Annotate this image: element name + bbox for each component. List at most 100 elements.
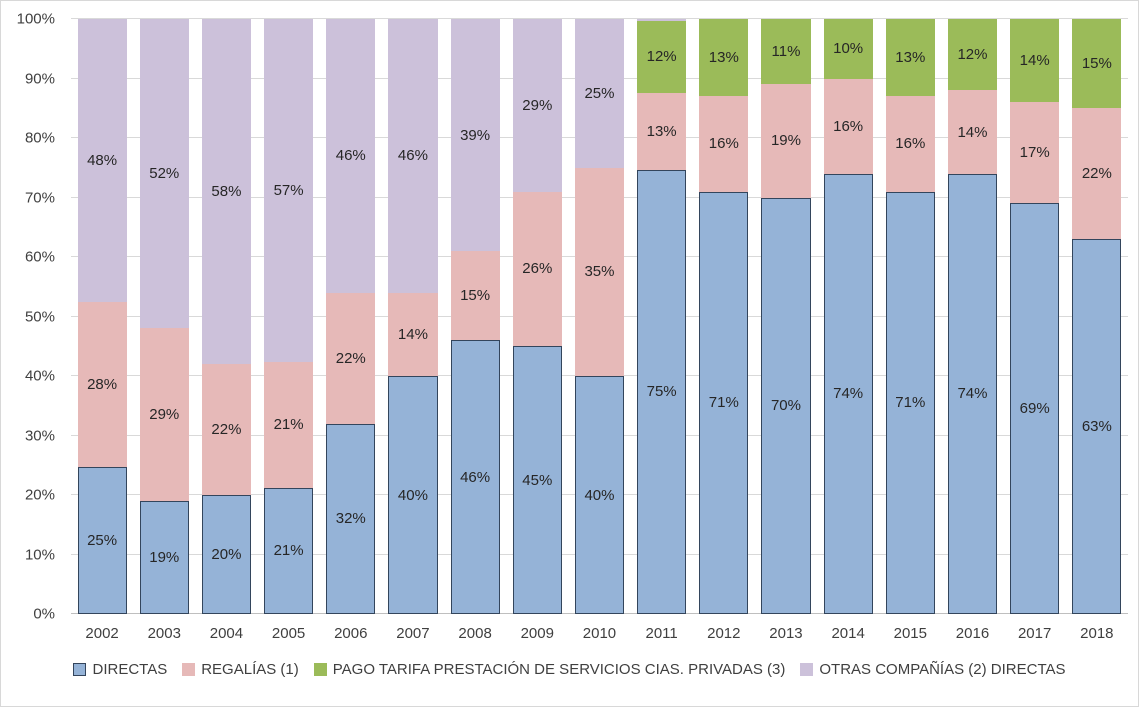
segment-regalias-1-2008: 15% bbox=[450, 251, 500, 341]
data-label: 52% bbox=[149, 165, 180, 183]
stacked-bar-2017: 69% 17% 14% bbox=[1010, 19, 1060, 614]
segment-directas-2017: 69% bbox=[1010, 203, 1060, 614]
data-label: 40% bbox=[397, 486, 428, 504]
stacked-bar-2011: 75% 13% 12% bbox=[637, 19, 687, 614]
segment-pago-tarifa-prestacion-de-servicios-cias-privadas-3-2018: 15% bbox=[1072, 19, 1122, 109]
segment-regalias-1-2016: 14% bbox=[947, 90, 998, 174]
segment-directas-2014: 74% bbox=[823, 173, 873, 614]
data-label: 71% bbox=[895, 394, 926, 412]
segment-pago-tarifa-prestacion-de-servicios-cias-privadas-3-2012: 13% bbox=[699, 19, 749, 97]
x-tick-label-2009: 2009 bbox=[520, 625, 554, 642]
data-label: 25% bbox=[87, 531, 118, 549]
segment-regalias-1-2014: 16% bbox=[823, 78, 873, 174]
data-label: 75% bbox=[646, 383, 677, 401]
x-tick-label-2015: 2015 bbox=[893, 625, 927, 642]
segment-directas-2005: 21% bbox=[264, 487, 314, 614]
bar-slot-2012: 71% 16% 13% bbox=[693, 19, 755, 614]
data-label: 58% bbox=[211, 183, 242, 201]
stacked-bar-2006: 32% 22% 46% bbox=[326, 19, 376, 614]
x-tick-label-2005: 2005 bbox=[271, 625, 306, 642]
segment-regalias-1-2010: 35% bbox=[574, 167, 625, 376]
x-tick-label-2014: 2014 bbox=[831, 625, 865, 642]
y-tick-label: 10% bbox=[24, 546, 55, 563]
legend-label: DIRECTAS bbox=[92, 661, 168, 678]
data-label: 48% bbox=[87, 151, 118, 169]
segment-directas-2018: 63% bbox=[1072, 239, 1122, 614]
bars: 25% 28% 48% 19% 29% 52% 20% 22% 58% 21% 21% 57% 32% 2… bbox=[71, 19, 1128, 614]
y-tick-label: 90% bbox=[24, 70, 55, 87]
segment-otras-companias-2-directas-2003: 52% bbox=[139, 19, 189, 329]
data-label: 32% bbox=[335, 510, 366, 528]
segment-regalias-1-2011: 13% bbox=[637, 92, 687, 170]
segment-directas-2010: 40% bbox=[574, 376, 625, 614]
bar-slot-2018: 63% 22% 15% bbox=[1066, 19, 1128, 614]
legend-label: REGALÍAS (1) bbox=[201, 661, 299, 678]
data-label: 14% bbox=[957, 123, 988, 141]
segment-pago-tarifa-prestacion-de-servicios-cias-privadas-3-2013: 11% bbox=[761, 19, 811, 85]
data-label: 46% bbox=[460, 468, 491, 486]
data-label: 46% bbox=[335, 147, 366, 165]
segment-regalias-1-2017: 17% bbox=[1010, 102, 1060, 204]
y-tick-label: 50% bbox=[24, 308, 55, 325]
segment-otras-companias-2-directas-2004: 58% bbox=[201, 19, 251, 365]
stacked-bar-2010: 40% 35% 25% bbox=[574, 19, 625, 614]
x-tick-label-2006: 2006 bbox=[334, 625, 368, 642]
data-label: 71% bbox=[708, 394, 739, 412]
legend-label: OTRAS COMPAÑÍAS (2) DIRECTAS bbox=[819, 661, 1066, 678]
stacked-bar-2012: 71% 16% 13% bbox=[699, 19, 749, 614]
segment-pago-tarifa-prestacion-de-servicios-cias-privadas-3-2015: 13% bbox=[885, 19, 935, 97]
legend-label: PAGO TARIFA PRESTACIÓN DE SERVICIOS CIAS… bbox=[332, 661, 786, 678]
y-tick-label: 40% bbox=[24, 367, 55, 385]
bar-slot-2016: 74% 14% 12% bbox=[941, 19, 1003, 614]
legend-item-directas: DIRECTAS bbox=[73, 661, 167, 678]
segment-directas-2004: 20% bbox=[201, 495, 251, 614]
segment-regalias-1-2007: 14% bbox=[388, 292, 438, 376]
bar-slot-2005: 21% 21% 57% bbox=[258, 19, 320, 614]
bar-slot-2006: 32% 22% 46% bbox=[320, 19, 382, 614]
segment-otras-companias-2-directas-2002: 48% bbox=[77, 19, 127, 302]
data-label: 13% bbox=[646, 122, 677, 140]
data-label: 40% bbox=[584, 486, 615, 504]
segment-otras-companias-2-directas-2010: 25% bbox=[574, 19, 625, 168]
data-label: 21% bbox=[273, 416, 304, 434]
y-tick-label: 70% bbox=[24, 189, 55, 206]
data-label: 29% bbox=[149, 406, 180, 424]
segment-otras-companias-2-directas-2009: 29% bbox=[512, 19, 562, 192]
data-label: 10% bbox=[833, 40, 864, 58]
stacked-bar-2015: 71% 16% 13% bbox=[885, 19, 935, 614]
bar-slot-2003: 19% 29% 52% bbox=[133, 19, 195, 614]
legend-item-pago-tarifa-prestacion-de-servicios-cias-privadas-3: PAGO TARIFA PRESTACIÓN DE SERVICIOS CIAS… bbox=[313, 661, 786, 678]
data-label: 35% bbox=[584, 263, 615, 281]
x-tick-label-2012: 2012 bbox=[707, 625, 741, 642]
segment-pago-tarifa-prestacion-de-servicios-cias-privadas-3-2016: 12% bbox=[947, 19, 998, 91]
segment-directas-2013: 70% bbox=[761, 197, 811, 614]
stacked-bar-2009: 45% 26% 29% bbox=[512, 19, 562, 614]
data-label: 12% bbox=[646, 48, 677, 66]
y-axis: 0% 10% 20% 30% 40% 50% 60% 70% 80% 90% 100% bbox=[1, 11, 63, 623]
y-tick-label: 0% bbox=[33, 605, 55, 623]
data-label: 19% bbox=[149, 548, 180, 566]
bar-slot-2010: 40% 35% 25% bbox=[568, 19, 630, 614]
data-label: 17% bbox=[1019, 144, 1050, 162]
data-label: 69% bbox=[1019, 400, 1050, 418]
segment-directas-2012: 71% bbox=[699, 191, 749, 614]
segment-regalias-1-2003: 29% bbox=[139, 328, 189, 501]
data-label: 46% bbox=[397, 147, 428, 165]
legend-item-regalias-1: REGALÍAS (1) bbox=[182, 661, 299, 678]
data-label: 13% bbox=[895, 49, 926, 67]
segment-otras-companias-2-directas-2011 bbox=[637, 19, 687, 22]
data-label: 15% bbox=[1081, 55, 1112, 73]
x-tick-label-2002: 2002 bbox=[85, 625, 119, 642]
data-label: 16% bbox=[833, 117, 864, 135]
data-label: 13% bbox=[708, 49, 739, 67]
data-label: 21% bbox=[273, 542, 304, 560]
data-label: 29% bbox=[522, 96, 553, 114]
stacked-bar-2003: 19% 29% 52% bbox=[139, 19, 189, 614]
plot-area: 25% 28% 48% 19% 29% 52% 20% 22% 58% 21% 21% 57% 32% 2… bbox=[71, 18, 1128, 614]
bar-slot-2015: 71% 16% 13% bbox=[879, 19, 941, 614]
bar-slot-2009: 45% 26% 29% bbox=[506, 19, 568, 614]
legend-marker-icon bbox=[73, 663, 87, 676]
data-label: 57% bbox=[273, 181, 304, 199]
x-tick-label-2008: 2008 bbox=[458, 625, 492, 642]
data-label: 28% bbox=[87, 375, 118, 393]
